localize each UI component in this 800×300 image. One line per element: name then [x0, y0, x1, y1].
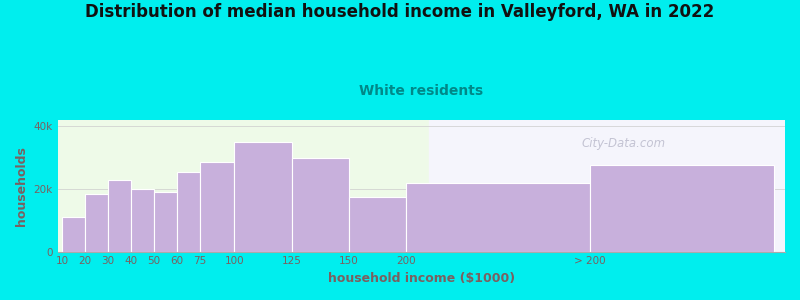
Bar: [177, 172, 200, 252]
Bar: [234, 142, 292, 252]
Bar: [85, 194, 108, 252]
X-axis label: household income ($1000): household income ($1000): [328, 272, 515, 285]
Bar: [62, 217, 85, 252]
Bar: [108, 179, 131, 252]
Text: City-Data.com: City-Data.com: [582, 137, 666, 150]
Bar: [430, 120, 785, 252]
Bar: [154, 192, 177, 252]
Bar: [131, 189, 154, 252]
Bar: [349, 197, 406, 252]
Bar: [590, 165, 774, 252]
Bar: [292, 158, 349, 252]
Title: White residents: White residents: [359, 84, 483, 98]
Bar: [58, 120, 430, 252]
Bar: [200, 162, 234, 252]
Y-axis label: households: households: [15, 146, 28, 226]
Bar: [406, 183, 590, 252]
Text: Distribution of median household income in Valleyford, WA in 2022: Distribution of median household income …: [86, 3, 714, 21]
